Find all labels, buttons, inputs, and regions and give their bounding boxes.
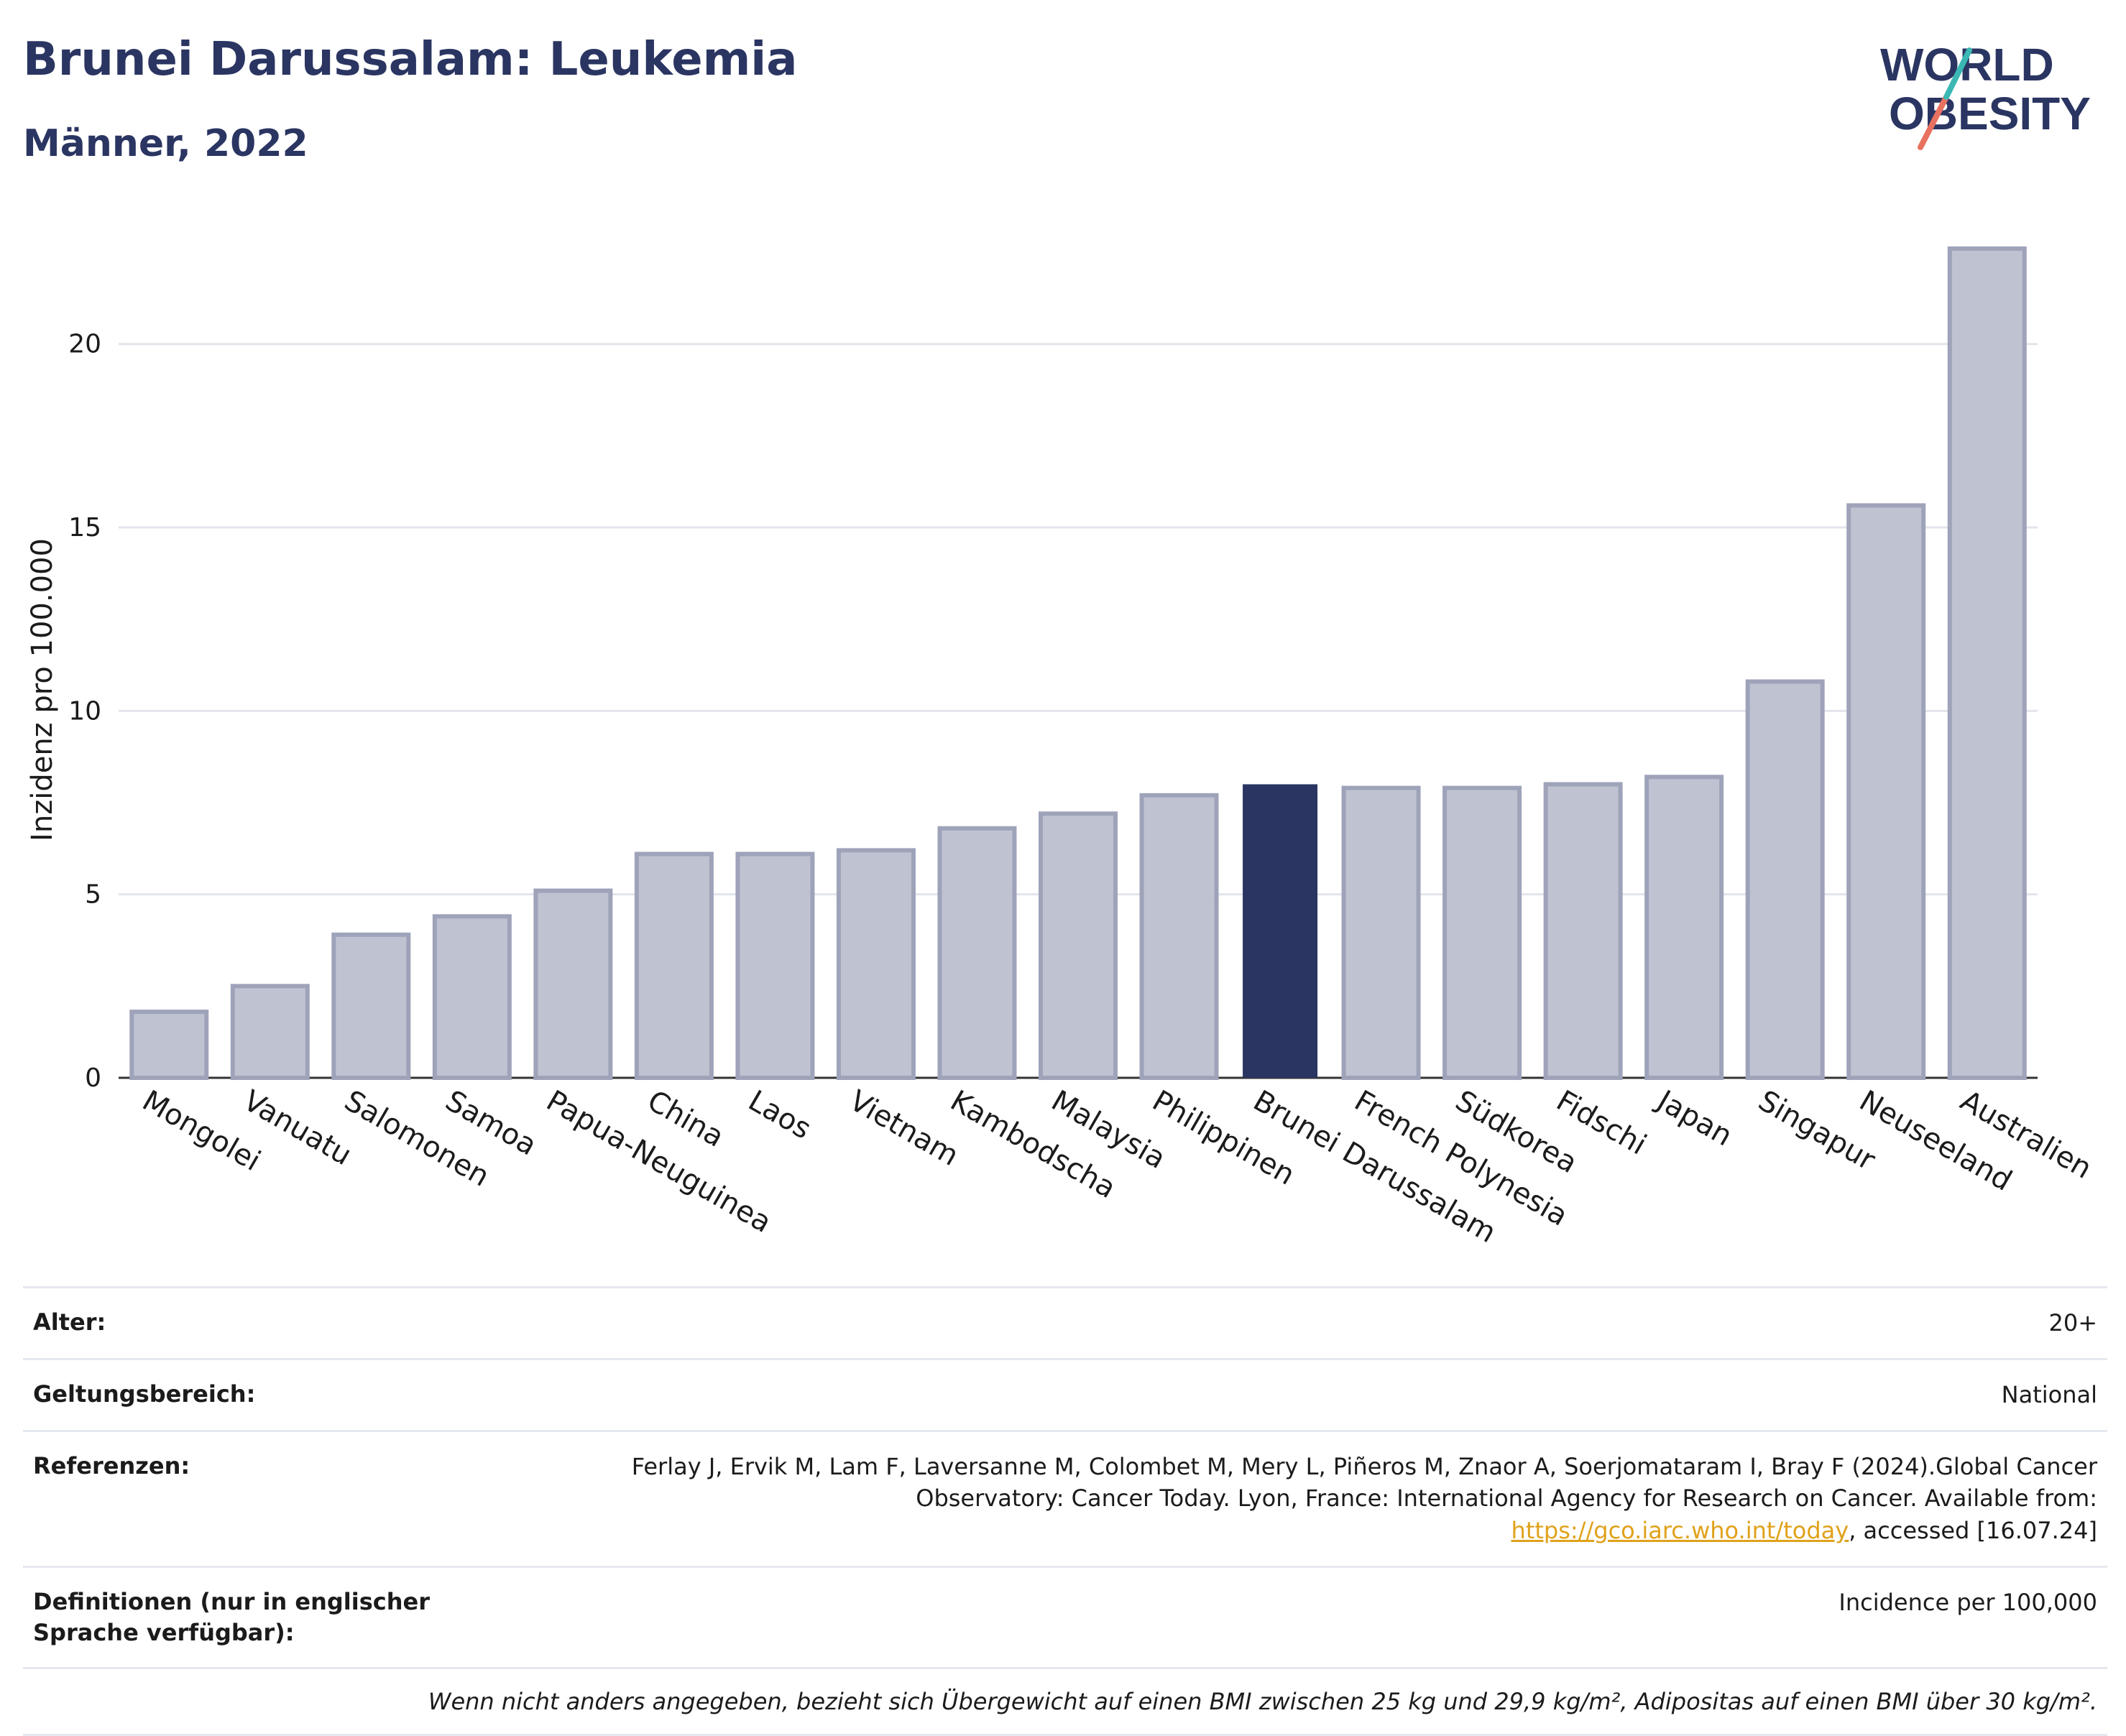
bar	[1846, 503, 1926, 1080]
bar	[1745, 679, 1825, 1080]
x-tick-label: Laos	[742, 1084, 816, 1146]
references-link[interactable]: https://gco.iarc.who.int/today	[1511, 1517, 1849, 1545]
bar	[1543, 782, 1623, 1081]
definitions-value: Incidence per 100,000	[1839, 1588, 2097, 1616]
bar	[331, 932, 411, 1081]
bar	[1947, 246, 2027, 1081]
references-label: Referenzen:	[33, 1451, 190, 1479]
scope-label: Geltungsbereich:	[33, 1380, 256, 1408]
meta-row-definitions: Definitionen (nur in englischer Sprache …	[23, 1565, 2107, 1667]
chart-title: Brunei Darussalam: Leukemia	[23, 33, 798, 86]
scope-value: National	[2001, 1380, 2097, 1408]
age-value: 20+	[2048, 1309, 2097, 1336]
definitions-label: Definitionen (nur in englischer Sprache …	[33, 1587, 430, 1647]
world-obesity-logo: WORLD OBESITY	[1880, 39, 2091, 150]
meta-row-age: Alter: 20+	[23, 1286, 2107, 1358]
logo-line1: WORLD	[1880, 39, 2054, 91]
bar	[432, 914, 512, 1080]
y-axis-label: Inzidenz pro 100.000	[26, 538, 59, 841]
meta-row-footnote: Wenn nicht anders angegeben, bezieht sic…	[23, 1667, 2107, 1736]
y-tick-label: 20	[68, 330, 101, 359]
y-tick-label: 15	[68, 513, 101, 542]
chart-subtitle: Männer, 2022	[23, 122, 308, 165]
bar-chart: 05101520MongoleiVanuatuSalomonenSamoaPap…	[26, 246, 2097, 1250]
y-tick-label: 10	[68, 696, 101, 726]
logo-line2: OBESITY	[1889, 88, 2091, 139]
meta-row-scope: Geltungsbereich: National	[23, 1357, 2107, 1430]
bar	[1243, 784, 1318, 1078]
bar	[1139, 793, 1219, 1080]
bar	[634, 851, 714, 1080]
bar	[735, 851, 815, 1080]
bar	[533, 888, 613, 1080]
metadata-table: Alter: 20+ Geltungsbereich: National Ref…	[23, 1286, 2107, 1736]
bar	[1341, 785, 1421, 1080]
bar	[1442, 785, 1522, 1080]
references-text: Ferlay J, Ervik M, Lam F, Laversanne M, …	[631, 1452, 2097, 1513]
y-tick-label: 0	[85, 1063, 101, 1093]
bar	[1644, 775, 1724, 1081]
bar	[129, 1010, 209, 1080]
bar	[836, 848, 916, 1081]
bar	[230, 984, 310, 1081]
meta-row-references: Referenzen: Ferlay J, Ervik M, Lam F, La…	[23, 1429, 2107, 1566]
x-tick-label: Vietnam	[844, 1084, 964, 1173]
bar	[1039, 811, 1118, 1081]
x-tick-label: Japan	[1650, 1083, 1738, 1153]
y-tick-label: 5	[85, 880, 101, 910]
age-label: Alter:	[33, 1308, 106, 1336]
bar	[937, 826, 1017, 1081]
footnote: Wenn nicht anders angegeben, bezieht sic…	[428, 1688, 2097, 1716]
references-value: Ferlay J, Ervik M, Lam F, Laversanne M, …	[588, 1451, 2097, 1547]
references-accessed: , accessed [16.07.24]	[1849, 1517, 2097, 1545]
